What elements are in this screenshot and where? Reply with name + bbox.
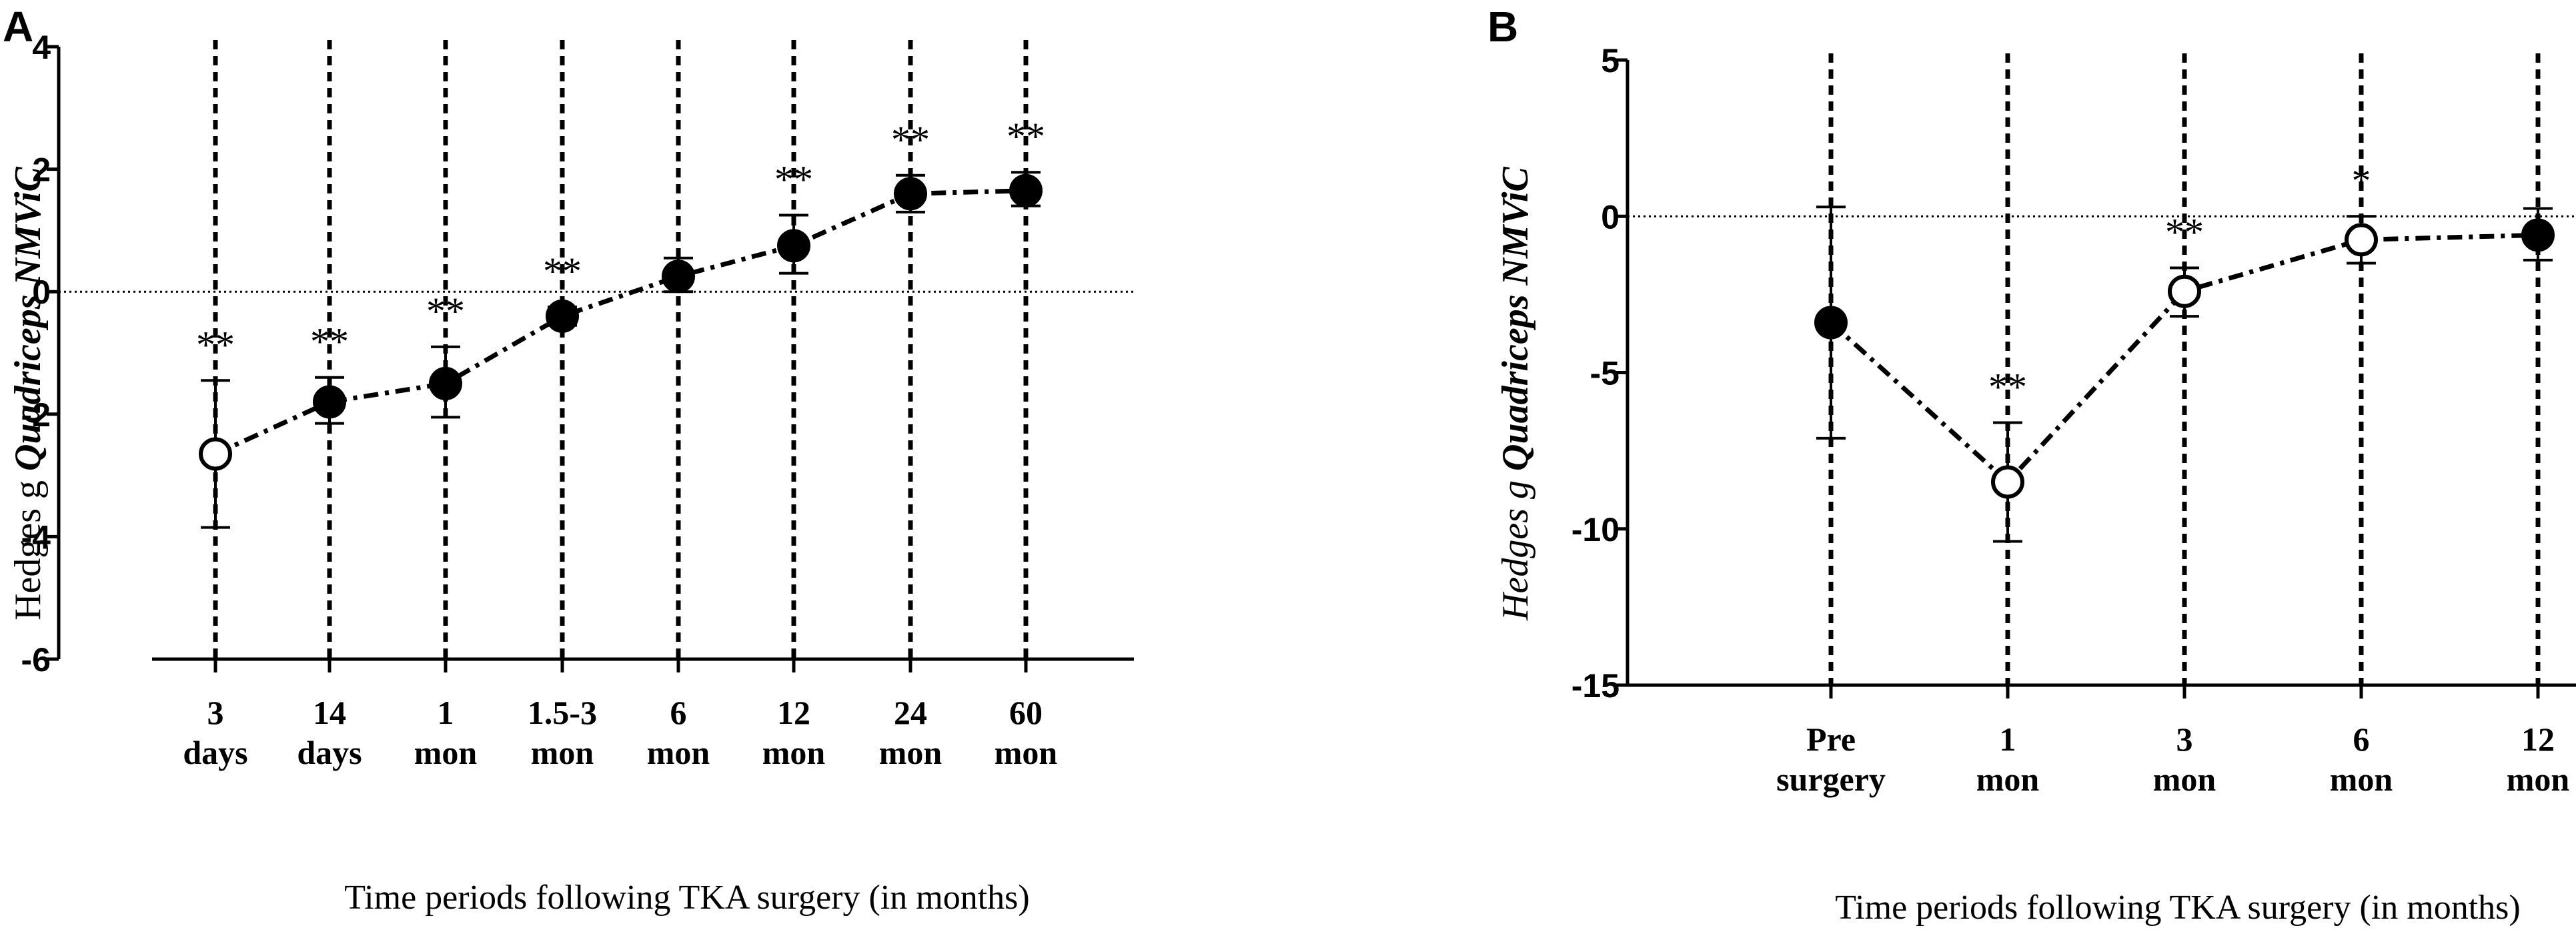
significance-marker: ** <box>426 290 465 333</box>
data-point-filled <box>429 366 462 400</box>
data-point-open <box>2345 223 2378 257</box>
significance-marker: ** <box>196 323 235 366</box>
x-tick-label-line1: 60 <box>1009 694 1043 731</box>
y-tick-label: -4 <box>21 518 51 556</box>
x-tick-label-line1: 1.5-3 <box>528 694 597 731</box>
significance-marker: ** <box>891 118 930 161</box>
data-point-open <box>199 437 232 471</box>
x-tick-label-line2: mon <box>2507 761 2570 798</box>
y-tick-label: 0 <box>32 274 51 311</box>
data-point-filled <box>546 299 579 333</box>
data-point-filled <box>1009 173 1043 207</box>
x-tick-label-line2: mon <box>2153 761 2216 798</box>
significance-marker: * <box>2352 159 2371 202</box>
x-tick-label-line1: 1 <box>2000 721 2016 758</box>
data-point-open <box>1991 465 2024 499</box>
series-line <box>214 188 1027 456</box>
y-tick-label: 4 <box>32 29 51 66</box>
panel-b: B Hedges g Quadriceps NMViC Time periods… <box>1487 3 2576 927</box>
x-tick-label-line2: mon <box>531 734 594 771</box>
data-point-filled <box>2521 218 2555 252</box>
panel-a: A Hedges g Quadriceps NMViC Time periods… <box>3 3 1134 917</box>
data-point-filled <box>313 385 346 419</box>
x-tick-label-line2: mon <box>1976 761 2040 798</box>
x-tick-label-line1: 1 <box>438 694 454 731</box>
x-tick-label-line1: 6 <box>670 694 687 731</box>
y-tick-label: 5 <box>1601 42 1620 79</box>
series-line <box>1829 232 2539 486</box>
panel-a-ylabel: Hedges g Quadriceps NMViC <box>7 166 49 620</box>
x-tick-label-line2: days <box>183 734 247 771</box>
y-tick-label: 2 <box>32 151 51 189</box>
x-tick-label-line1: 24 <box>894 694 927 731</box>
y-tick-label: -2 <box>21 396 51 434</box>
panel-b-ylabel: Hedges g Quadriceps NMViC <box>1495 166 1536 620</box>
x-tick-label-line1: Pre <box>1806 721 1856 758</box>
x-tick-label-line2: mon <box>414 734 478 771</box>
panel-b-label: B <box>1487 3 1518 51</box>
panel-b-plot: 50-5-10-15Presurgery1mon3mon6mon12mon***… <box>1571 42 2576 798</box>
data-point-filled <box>1814 306 1848 340</box>
x-tick-label-line1: 12 <box>777 694 810 731</box>
y-tick-label: -10 <box>1571 511 1620 548</box>
x-tick-label-line1: 3 <box>2176 721 2193 758</box>
panel-a-plot: 420-2-4-63days14days1mon1.5-3mon6mon12mo… <box>21 29 1134 771</box>
x-tick-label-line1: 12 <box>2521 721 2555 758</box>
x-tick-label-line2: mon <box>879 734 942 771</box>
x-tick-label-line2: mon <box>762 734 826 771</box>
significance-marker: ** <box>543 250 582 293</box>
significance-marker: ** <box>2165 211 2204 254</box>
y-tick-label: -15 <box>1571 667 1620 705</box>
data-point-open <box>2168 274 2201 308</box>
data-point-filled <box>662 260 695 294</box>
x-tick-label-line2: mon <box>647 734 710 771</box>
panel-a-label: A <box>3 3 33 51</box>
significance-marker: ** <box>310 320 349 364</box>
data-point-filled <box>894 177 927 211</box>
x-tick-label-line2: mon <box>2330 761 2393 798</box>
y-tick-label: 0 <box>1601 198 1620 236</box>
panel-b-xlabel: Time periods following TKA surgery (in m… <box>1835 889 2520 927</box>
x-tick-label-line2: mon <box>995 734 1058 771</box>
y-tick-label: -6 <box>21 641 51 678</box>
significance-marker: ** <box>1988 365 2027 408</box>
data-point-filled <box>777 229 810 263</box>
x-tick-label-line1: 3 <box>207 694 224 731</box>
x-tick-label-line2: days <box>297 734 362 771</box>
x-tick-label-line2: surgery <box>1776 761 1886 798</box>
x-tick-label-line1: 6 <box>2353 721 2370 758</box>
y-tick-label: -5 <box>1590 355 1620 392</box>
x-tick-label-line1: 14 <box>313 694 346 731</box>
panel-a-xlabel: Time periods following TKA surgery (in m… <box>344 879 1029 917</box>
significance-marker: ** <box>1007 115 1045 158</box>
significance-marker: ** <box>774 157 813 201</box>
